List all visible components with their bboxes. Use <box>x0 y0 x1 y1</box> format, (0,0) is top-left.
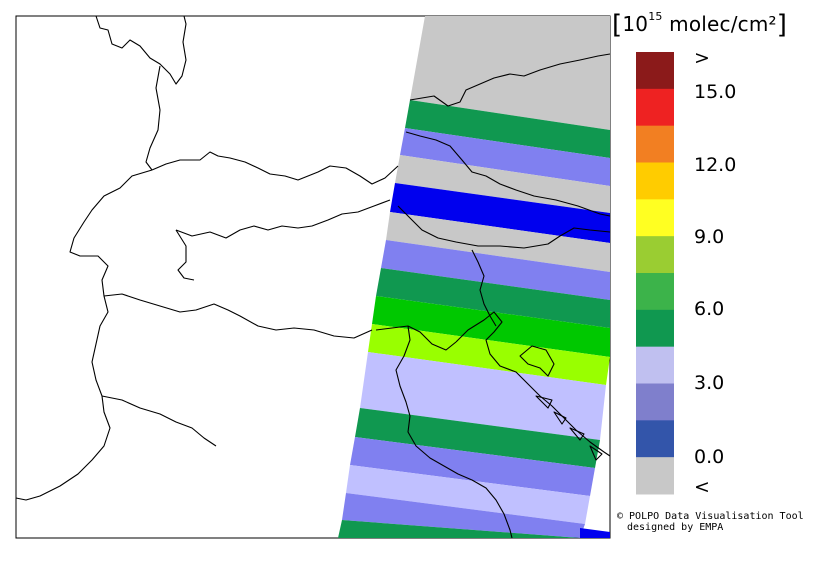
border-line <box>405 131 611 217</box>
swath-row <box>386 212 610 272</box>
swath-row <box>338 520 580 538</box>
border-line <box>409 53 611 107</box>
border-line <box>175 199 391 239</box>
colorbar-swatch <box>636 420 674 458</box>
colorbar-swatch <box>636 236 674 274</box>
colorbar-swatch <box>636 457 674 495</box>
swath-row <box>381 240 610 300</box>
colorbar-tick-label: 3.0 <box>694 372 725 394</box>
swath-row <box>346 465 590 524</box>
colorbar-swatch <box>636 273 674 311</box>
border-line <box>397 205 611 249</box>
swath-row <box>355 408 600 468</box>
coast-line <box>589 445 603 461</box>
swath-row <box>395 155 610 213</box>
colorbar-swatch <box>636 309 674 348</box>
credit-text: © POLPO Data Visualisation Tool designed… <box>617 511 804 533</box>
colorbar-tick-label: 15.0 <box>694 81 737 103</box>
border-line <box>103 293 373 339</box>
swath-row <box>360 352 606 440</box>
border-line <box>151 151 399 185</box>
swath-row <box>580 528 610 538</box>
colorbar-tick-label: 0.0 <box>694 446 725 468</box>
border-line <box>145 65 161 171</box>
border-line <box>471 249 497 327</box>
colorbar-swatch <box>636 199 674 237</box>
coast-line <box>553 411 567 425</box>
colorbar-tick-label: 6.0 <box>694 298 725 320</box>
credit-line-2: designed by EMPA <box>627 522 724 533</box>
border-line <box>101 395 217 447</box>
swath-row <box>390 183 610 243</box>
coast-line <box>535 395 553 409</box>
colorbar-swatch <box>636 88 674 127</box>
border-line <box>95 15 187 85</box>
swath-row <box>376 268 610 328</box>
swath-row <box>372 296 610 357</box>
colorbar-swatch <box>636 383 674 421</box>
colorbar-swatch <box>636 52 674 90</box>
colorbar-unit-label: [1015 molec/cm²] <box>612 10 788 40</box>
colorbar-tick-label: 9.0 <box>694 226 725 248</box>
credit-line-1: © POLPO Data Visualisation Tool <box>617 511 804 522</box>
colorbar-swatch <box>636 125 674 163</box>
swath-row <box>368 324 610 385</box>
border-line <box>375 325 457 351</box>
swath-row <box>350 437 595 496</box>
coast-line <box>395 325 513 539</box>
colorbar-swatch <box>636 162 674 200</box>
colorbar-tick-label: > <box>694 47 710 69</box>
coastline <box>395 311 611 539</box>
coast-line <box>569 427 585 441</box>
colorbar-tick-label: < <box>694 476 710 498</box>
border-line <box>175 229 195 281</box>
swath-row <box>342 493 585 538</box>
colorbar <box>636 52 674 495</box>
swath-row <box>400 128 610 186</box>
colorbar-tick-label: 12.0 <box>694 154 737 176</box>
colorbar-swatch <box>636 346 674 384</box>
country-borders <box>15 15 611 501</box>
coast-line <box>519 345 555 377</box>
swath-row <box>405 100 610 158</box>
border-line <box>15 169 153 501</box>
